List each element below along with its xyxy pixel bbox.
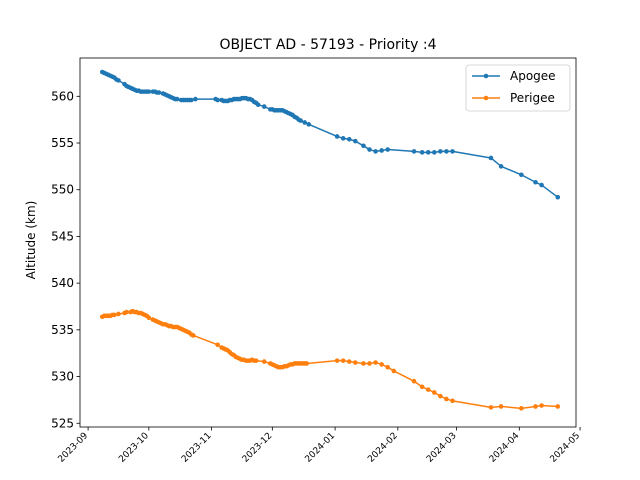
apogee-point-92 (425, 150, 431, 155)
perigee-point-88 (385, 364, 391, 370)
perigee-point-7 (116, 311, 121, 317)
apogee-point-80 (306, 122, 312, 127)
legend: Apogee Perigee (465, 64, 571, 112)
perigee-point-98 (498, 404, 504, 409)
apogee-point-84 (353, 138, 358, 144)
apogee-point-102 (555, 194, 561, 200)
apogee-point-99 (519, 172, 524, 178)
apogee-point-83 (346, 136, 352, 142)
apogee-point-33 (174, 96, 180, 102)
perigee-point-60 (261, 359, 267, 364)
perigee-point-41 (215, 342, 220, 348)
x-tick-label-2023-12: 2023-12 (241, 431, 275, 465)
x-tick-label-2024-04: 2024-04 (488, 431, 522, 465)
apogee-point-98 (498, 164, 504, 169)
perigee-point-100 (533, 404, 538, 409)
perigee-point-82 (346, 359, 352, 364)
perigee-point-92 (425, 387, 431, 392)
apogee-point-100 (533, 179, 538, 185)
perigee-point-91 (419, 384, 425, 390)
apogee-point-21 (146, 89, 152, 94)
apogee-point-101 (539, 182, 544, 188)
apogee-point-62 (261, 104, 267, 109)
perigee-point-85 (367, 361, 372, 366)
apogee-point-96 (450, 149, 455, 154)
x-tick-label-2023-09: 2023-09 (57, 431, 91, 465)
x-tick-label-2024-02: 2024-02 (366, 431, 400, 465)
apogee-point-42 (215, 97, 220, 103)
legend-apogee-label: Apogee (510, 69, 556, 83)
y-tick-label-545: 545 (51, 229, 74, 243)
x-tick-label-2023-11: 2023-11 (180, 431, 214, 465)
perigee-point-19 (146, 315, 152, 321)
y-tick-label-550: 550 (51, 183, 74, 197)
apogee-point-93 (431, 150, 437, 155)
legend-apogee-marker (483, 73, 489, 79)
x-tick-label-2023-10: 2023-10 (117, 431, 151, 465)
perigee-point-6 (112, 312, 117, 318)
apogee-point-78 (298, 118, 303, 123)
perigee-point-97 (488, 405, 494, 410)
perigee-point-86 (373, 360, 378, 365)
y-axis-label: Altitude (km) (24, 201, 38, 280)
apogee-point-89 (385, 147, 391, 152)
apogee-point-39 (189, 97, 194, 103)
apogee-point-25 (156, 90, 162, 95)
legend-perigee-label: Perigee (510, 91, 555, 105)
apogee-point-94 (438, 149, 443, 154)
y-tick-label-555: 555 (51, 136, 74, 150)
perigee-point-95 (444, 396, 449, 402)
apogee-point-85 (361, 143, 366, 149)
y-tick-label-530: 530 (51, 370, 74, 384)
y-tick-label-560: 560 (51, 89, 74, 103)
apogee-point-81 (334, 134, 340, 139)
perigee-point-81 (340, 358, 346, 363)
perigee-point-90 (411, 378, 417, 384)
apogee-point-87 (373, 149, 378, 154)
apogee-point-86 (367, 147, 372, 152)
perigee-point-59 (253, 358, 259, 363)
y-tick-label-535: 535 (51, 323, 74, 337)
perigee-point-9 (124, 309, 129, 315)
apogee-point-40 (193, 96, 198, 102)
perigee-point-101 (539, 403, 544, 408)
apogee-point-88 (379, 148, 384, 153)
y-tick-label-540: 540 (51, 276, 74, 290)
y-tick-label-525: 525 (51, 416, 74, 430)
perigee-point-83 (353, 360, 358, 365)
apogee-point-95 (444, 149, 449, 154)
x-tick-label-2024-01: 2024-01 (304, 431, 338, 465)
perigee-point-87 (379, 362, 384, 367)
perigee-point-102 (555, 404, 561, 409)
apogee-point-97 (488, 155, 494, 161)
plot-frame (79, 57, 577, 428)
legend-perigee-marker (483, 95, 489, 101)
apogee-point-61 (255, 102, 261, 108)
axes: 525 530 535 540 545 550 555 560 2023-09 2023-10 20… (51, 57, 583, 465)
x-tick-label-2024-03: 2024-03 (425, 431, 459, 465)
perigee-point-79 (304, 361, 310, 366)
perigee-point-84 (361, 361, 366, 366)
apogee-point-90 (411, 149, 417, 154)
apogee-point-91 (419, 150, 425, 155)
apogee-point-79 (302, 120, 308, 125)
perigee-point-94 (438, 393, 443, 399)
perigee-point-80 (334, 358, 340, 363)
apogee-point-8 (116, 78, 121, 83)
perigee-point-93 (431, 390, 437, 395)
x-tick-label-2024-05: 2024-05 (549, 431, 583, 465)
perigee-point-99 (519, 406, 524, 411)
apogee-point-82 (340, 136, 346, 141)
plot-area (99, 69, 561, 411)
perigee-point-89 (391, 368, 397, 374)
perigee-point-40 (191, 333, 196, 338)
perigee-point-96 (450, 398, 455, 404)
chart-title: OBJECT AD - 57193 - Priority :4 (219, 37, 436, 53)
